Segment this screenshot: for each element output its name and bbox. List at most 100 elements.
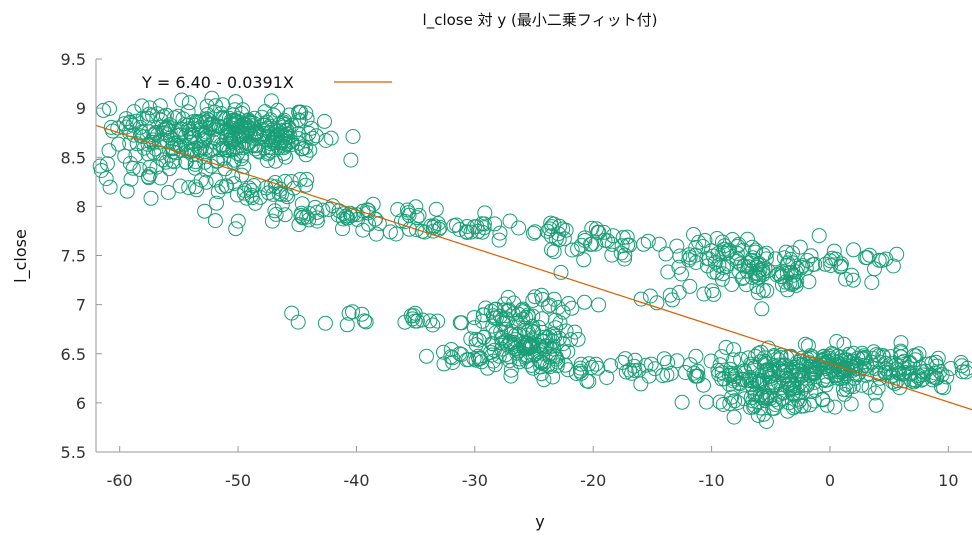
data-point [526,324,542,339]
data-point [299,111,315,127]
data-point [752,387,768,403]
x-tick-label: -50 [225,471,251,490]
data-point [705,248,721,264]
data-point [649,295,665,311]
data-point [765,400,781,416]
data-point [301,125,317,141]
data-point [284,305,300,321]
data-point [862,247,878,263]
data-point [842,379,858,395]
data-point [226,154,241,170]
data-point [747,360,763,376]
data-point [626,358,642,374]
data-point [436,356,452,372]
data-point [119,183,135,199]
data-point [527,289,543,305]
data-point [747,387,763,403]
data-point [699,394,714,410]
data-point [280,135,296,151]
data-point [672,248,688,264]
data-point [519,341,535,357]
data-point [780,282,795,298]
x-tick-label: -60 [107,471,133,490]
data-point [158,107,174,123]
data-point [577,294,592,310]
data-point [297,133,313,149]
y-tick-label: 6 [76,394,86,413]
data-point [181,180,197,196]
data-point [906,374,922,390]
data-point [197,203,213,219]
data-point [525,292,541,308]
data-point [293,208,309,223]
data-point [615,230,631,246]
data-point [786,380,801,396]
data-point [98,171,114,187]
x-ticks: -60 -50 -40 -30 -20 -10 0 10 [107,446,959,490]
data-point [502,353,518,369]
data-point [317,315,333,331]
data-point [567,324,583,340]
y-tick-label: 7 [76,296,86,315]
data-point [343,152,359,168]
data-point [885,258,901,274]
data-point [228,94,244,110]
data-point [581,356,597,372]
data-point [468,352,484,368]
data-point [226,133,242,148]
data-point [466,320,482,336]
y-tick-label: 9.5 [61,50,86,69]
data-point [762,391,778,407]
data-point [466,310,482,326]
data-point [674,394,690,410]
data-point [486,310,502,326]
data-point [452,222,468,237]
data-point [321,202,337,217]
data-point [715,397,731,412]
data-point [682,278,698,294]
data-point [193,172,209,188]
data-point [142,100,158,116]
x-tick-label: -20 [580,471,606,490]
data-point [488,325,504,341]
data-point [803,248,819,264]
data-point [168,145,184,161]
data-point [829,334,845,349]
data-point [476,220,492,236]
data-point [503,368,519,384]
data-point [604,236,620,252]
data-point [330,207,346,223]
data-point [617,251,632,267]
data-point [244,137,260,153]
data-point [143,134,159,150]
data-point [579,373,595,389]
data-point [290,314,306,330]
data-point [430,313,446,329]
data-point [198,114,214,130]
data-point [588,221,604,237]
data-point [146,145,162,161]
data-point [493,324,509,340]
data-point [733,351,749,367]
data-point [223,113,239,129]
data-point [736,258,752,274]
data-point [111,136,126,152]
data-point [463,224,479,240]
data-point [317,113,332,129]
data-point [803,384,819,400]
data-point [718,339,734,355]
data-point [409,313,425,329]
data-point [548,320,564,336]
data-point [556,231,572,247]
data-point [550,300,566,315]
data-point [829,370,845,386]
x-tick-label: 0 [825,471,835,490]
data-point [564,300,580,316]
data-point [715,266,731,282]
data-point [291,217,307,233]
data-point [544,242,559,258]
data-point [871,252,887,268]
y-tick-label: 5.5 [61,443,86,462]
data-point [354,306,370,322]
